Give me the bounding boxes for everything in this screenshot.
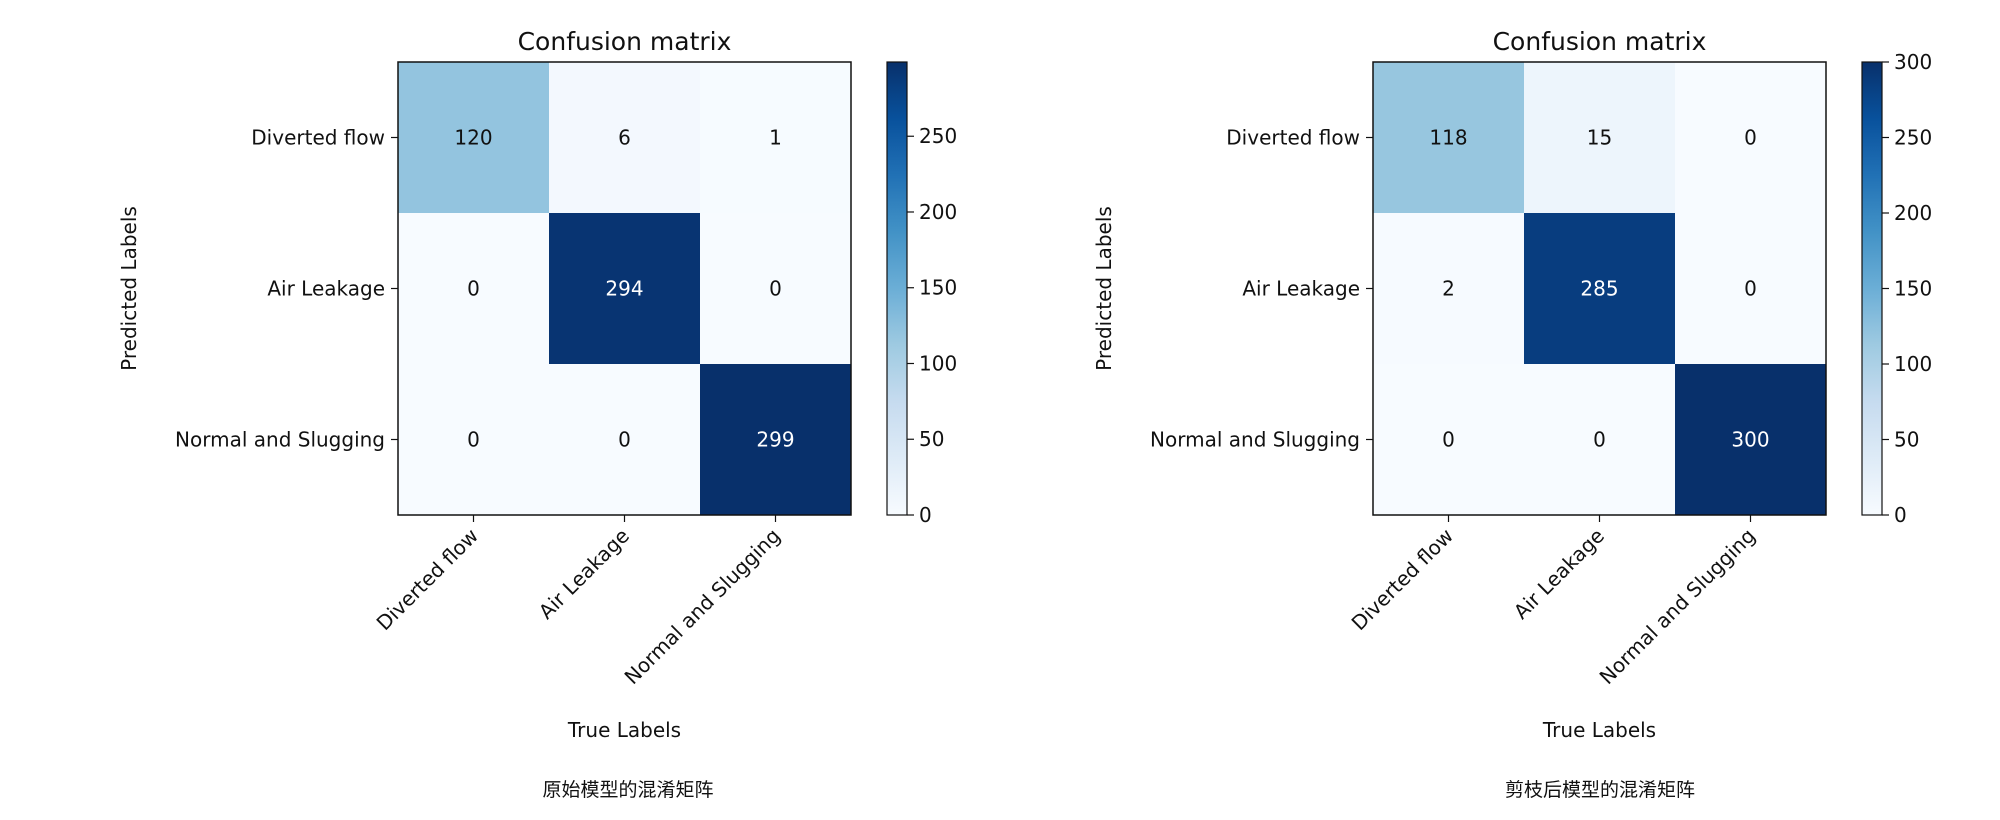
cell-value-label: 0 bbox=[1744, 126, 1757, 150]
chart-title: Confusion matrix bbox=[1493, 27, 1707, 56]
cell-value-label: 0 bbox=[618, 428, 631, 452]
heatmap-cell bbox=[1675, 213, 1826, 364]
cell-value-label: 118 bbox=[1429, 126, 1467, 150]
heatmap-cell bbox=[1675, 62, 1826, 213]
colorbar-tick-label: 0 bbox=[919, 503, 932, 527]
heatmap-cell bbox=[549, 364, 700, 515]
cell-value-label: 6 bbox=[618, 126, 631, 150]
colorbar-tick-label: 100 bbox=[1894, 352, 1932, 376]
cell-value-label: 15 bbox=[1587, 126, 1612, 150]
heatmap-cell bbox=[1524, 213, 1675, 364]
y-tick-label: Normal and Slugging bbox=[1150, 428, 1360, 452]
x-tick-label: Normal and Slugging bbox=[1595, 524, 1760, 689]
x-axis-label: True Labels bbox=[567, 718, 681, 742]
heatmap-cell bbox=[1373, 364, 1524, 515]
y-tick-label: Air Leakage bbox=[267, 277, 385, 301]
colorbar-tick-label: 50 bbox=[1894, 428, 1919, 452]
colorbar-tick-label: 250 bbox=[919, 124, 957, 148]
y-tick-label: Diverted flow bbox=[251, 126, 385, 150]
colorbar-tick-label: 250 bbox=[1894, 126, 1932, 150]
chart-title: Confusion matrix bbox=[518, 27, 732, 56]
cell-value-label: 0 bbox=[769, 277, 782, 301]
y-tick-label: Normal and Slugging bbox=[175, 428, 385, 452]
colorbar-tick-label: 300 bbox=[1894, 50, 1932, 74]
heatmap-cell bbox=[398, 62, 549, 213]
cell-value-label: 0 bbox=[1744, 277, 1757, 301]
heatmap-cell bbox=[1373, 213, 1524, 364]
cell-value-label: 294 bbox=[605, 277, 643, 301]
figure-caption: 原始模型的混淆矩阵 bbox=[542, 779, 713, 801]
confusion-matrix-panel-1: Confusion matrix 120 6 1 0 294 0 0 0 299 Diverted … bbox=[117, 27, 957, 801]
x-tick-label: Normal and Slugging bbox=[620, 524, 785, 689]
cell-value-label: 299 bbox=[756, 428, 794, 452]
y-axis-label: Predicted Labels bbox=[1092, 206, 1116, 371]
cell-value-label: 300 bbox=[1731, 428, 1769, 452]
cell-value-label: 0 bbox=[467, 277, 480, 301]
cell-value-label: 285 bbox=[1580, 277, 1618, 301]
cell-value-label: 0 bbox=[467, 428, 480, 452]
x-tick-label: Diverted flow bbox=[372, 524, 484, 636]
heatmap-cell bbox=[398, 213, 549, 364]
colorbar bbox=[886, 61, 908, 516]
heatmap-cell bbox=[1524, 364, 1675, 515]
heatmap-cell bbox=[700, 213, 851, 364]
heatmap-cell bbox=[700, 62, 851, 213]
heatmap-cell bbox=[398, 364, 549, 515]
heatmap-cell bbox=[700, 364, 851, 515]
heatmap-cell bbox=[549, 213, 700, 364]
colorbar-tick-label: 150 bbox=[1894, 277, 1932, 301]
cell-value-label: 120 bbox=[454, 126, 492, 150]
colorbar-tick-label: 200 bbox=[919, 200, 957, 224]
cell-value-label: 1 bbox=[769, 126, 782, 150]
cell-value-label: 0 bbox=[1593, 428, 1606, 452]
x-tick-label: Air Leakage bbox=[534, 524, 634, 624]
x-axis-label: True Labels bbox=[1542, 718, 1656, 742]
cell-value-label: 2 bbox=[1442, 277, 1455, 301]
colorbar-tick-label: 150 bbox=[919, 276, 957, 300]
y-axis-label: Predicted Labels bbox=[117, 206, 141, 371]
colorbar-tick-label: 100 bbox=[919, 351, 957, 375]
figure-caption: 剪枝后模型的混淆矩阵 bbox=[1505, 779, 1695, 801]
heatmap-cell bbox=[549, 62, 700, 213]
cell-value-label: 0 bbox=[1442, 428, 1455, 452]
heatmap-cell bbox=[1524, 62, 1675, 213]
heatmap-cell bbox=[1675, 364, 1826, 515]
y-tick-label: Air Leakage bbox=[1242, 277, 1360, 301]
x-tick-label: Air Leakage bbox=[1509, 524, 1609, 624]
colorbar-tick-label: 200 bbox=[1894, 201, 1932, 225]
colorbar bbox=[1861, 61, 1883, 516]
colorbar-tick-label: 50 bbox=[919, 427, 944, 451]
heatmap-cell bbox=[1373, 62, 1524, 213]
colorbar-tick-label: 0 bbox=[1894, 503, 1907, 527]
y-tick-label: Diverted flow bbox=[1226, 126, 1360, 150]
x-tick-label: Diverted flow bbox=[1347, 524, 1459, 636]
